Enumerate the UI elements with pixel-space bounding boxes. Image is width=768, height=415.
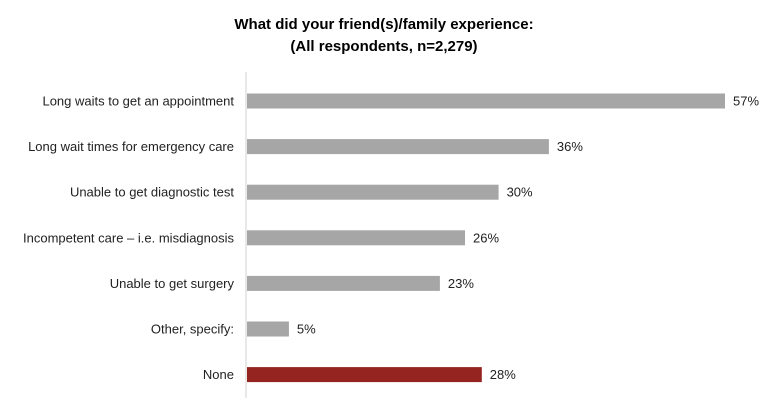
bar	[247, 93, 725, 109]
data-label: 57%	[733, 94, 759, 109]
data-label: 5%	[297, 322, 316, 337]
bar	[247, 184, 499, 200]
data-label: 28%	[490, 367, 516, 382]
category-label: None	[203, 367, 234, 382]
bar	[247, 275, 440, 291]
data-label: 36%	[557, 139, 583, 154]
category-label: Long waits to get an appointment	[42, 94, 234, 109]
data-label: 30%	[507, 185, 533, 200]
category-label: Unable to get surgery	[110, 276, 235, 291]
category-label: Incompetent care – i.e. misdiagnosis	[23, 230, 234, 245]
category-label: Other, specify:	[151, 322, 234, 337]
chart-title: What did your friend(s)/family experienc…	[234, 16, 534, 33]
chart-subtitle: (All respondents, n=2,279)	[290, 38, 478, 55]
bar	[247, 139, 549, 155]
bar	[247, 230, 466, 246]
bar	[247, 321, 289, 337]
category-label: Long wait times for emergency care	[28, 139, 234, 154]
bar	[247, 367, 482, 383]
data-label: 26%	[473, 230, 499, 245]
category-label: Unable to get diagnostic test	[70, 185, 234, 200]
data-label: 23%	[448, 276, 474, 291]
